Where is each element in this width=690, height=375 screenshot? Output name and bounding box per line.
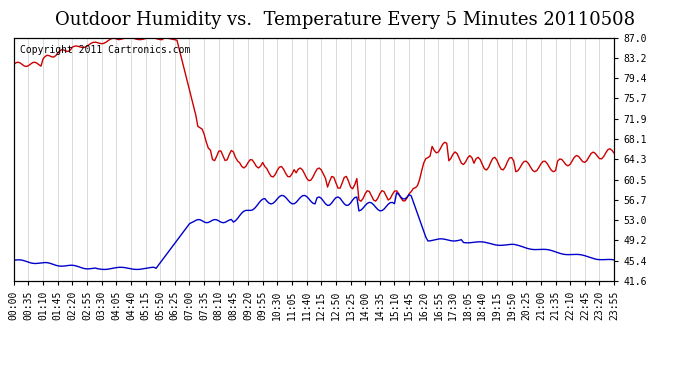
Text: Copyright 2011 Cartronics.com: Copyright 2011 Cartronics.com bbox=[20, 45, 190, 55]
Text: Outdoor Humidity vs.  Temperature Every 5 Minutes 20110508: Outdoor Humidity vs. Temperature Every 5… bbox=[55, 11, 635, 29]
